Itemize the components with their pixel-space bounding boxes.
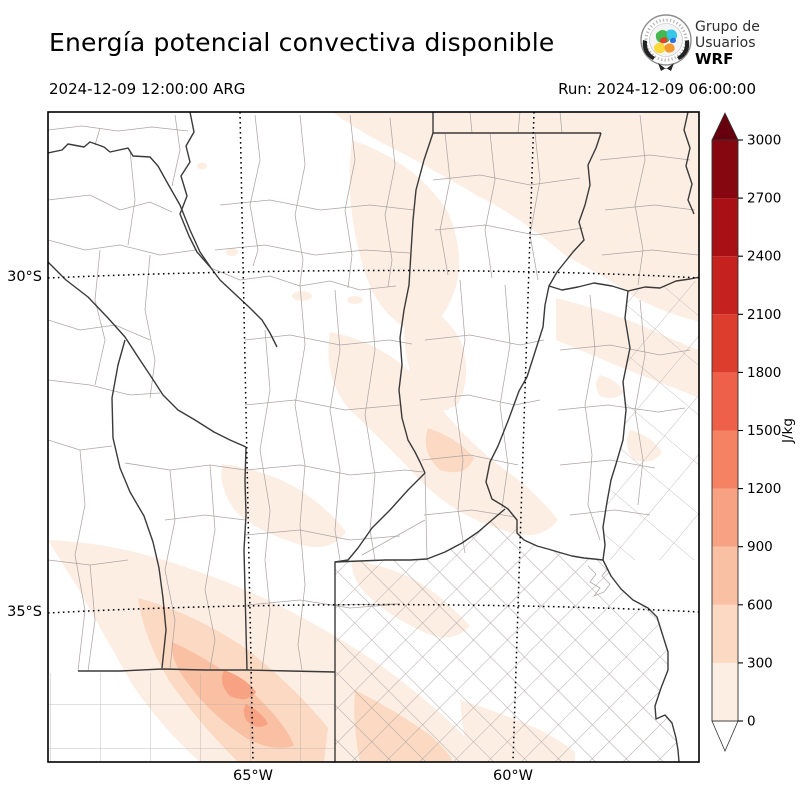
colorbar-tick-label: 3000 (747, 133, 781, 149)
colorbar-segment (712, 604, 738, 663)
logo-line1: Grupo de (695, 19, 760, 35)
valid-time-label: 2024-12-09 12:00:00 ARG (49, 80, 246, 98)
map-frame (47, 111, 700, 763)
ytick-30s: 30°S (7, 269, 42, 285)
colorbar-segment (712, 430, 738, 489)
colorbar-tick-label: 2400 (747, 249, 781, 265)
colorbar-tick-label: 900 (747, 539, 773, 555)
colorbar-segment (712, 546, 738, 605)
colorbar-segment (712, 662, 738, 721)
colorbar-tick-label: 0 (747, 714, 756, 730)
colorbar-tick-label: 2100 (747, 307, 781, 323)
colorbar-segment (712, 488, 738, 547)
globe-emblem-icon (640, 14, 692, 71)
colorbar-segment (712, 198, 738, 257)
page-title: Energía potencial convectiva disponible (49, 28, 555, 57)
department-boundaries (48, 112, 699, 672)
xtick-60w: 60°W (492, 768, 534, 784)
province-boundaries (48, 112, 699, 762)
colorbar-tick-label: 1500 (747, 423, 781, 439)
logo-text: Grupo de Usuarios WRF (695, 19, 760, 67)
colorbar-segment (712, 314, 738, 373)
colorbar-segment (712, 140, 738, 199)
graticule-lines (48, 112, 699, 762)
logo-wrf: WRF (695, 50, 734, 68)
colorbar-over-arrow (711, 112, 739, 141)
logo-line2: Usuarios (695, 35, 756, 51)
meridian-65w (239, 112, 254, 762)
colorbar-segment (712, 372, 738, 431)
xtick-65w: 65°W (232, 768, 274, 784)
wrf-users-group-logo: Grupo de Usuarios WRF (638, 10, 798, 76)
colorbar-tick-label: 1200 (747, 481, 781, 497)
colorbar-tick-label: 2700 (747, 191, 781, 207)
meridian-60w (512, 112, 535, 762)
colorbar-svg: 0 300 600 900 1200 1500 1800 2100 2400 2700 3000 J/… (711, 112, 796, 753)
colorbar-tick-label: 300 (747, 655, 773, 671)
colorbar-segment (712, 256, 738, 315)
colorbar-tick-label: 600 (747, 597, 773, 613)
ytick-35s: 35°S (7, 604, 42, 620)
colorbar-under-arrow (711, 720, 739, 753)
colorbar-tick-label: 1800 (747, 365, 781, 381)
department-mesh-patterns (48, 280, 699, 762)
run-time-label: Run: 2024-12-09 06:00:00 (558, 80, 756, 98)
colorbar-unit-label: J/kg (780, 418, 796, 444)
colorbar: 0 300 600 900 1200 1500 1800 2100 2400 2700 3000 J/… (702, 110, 800, 770)
